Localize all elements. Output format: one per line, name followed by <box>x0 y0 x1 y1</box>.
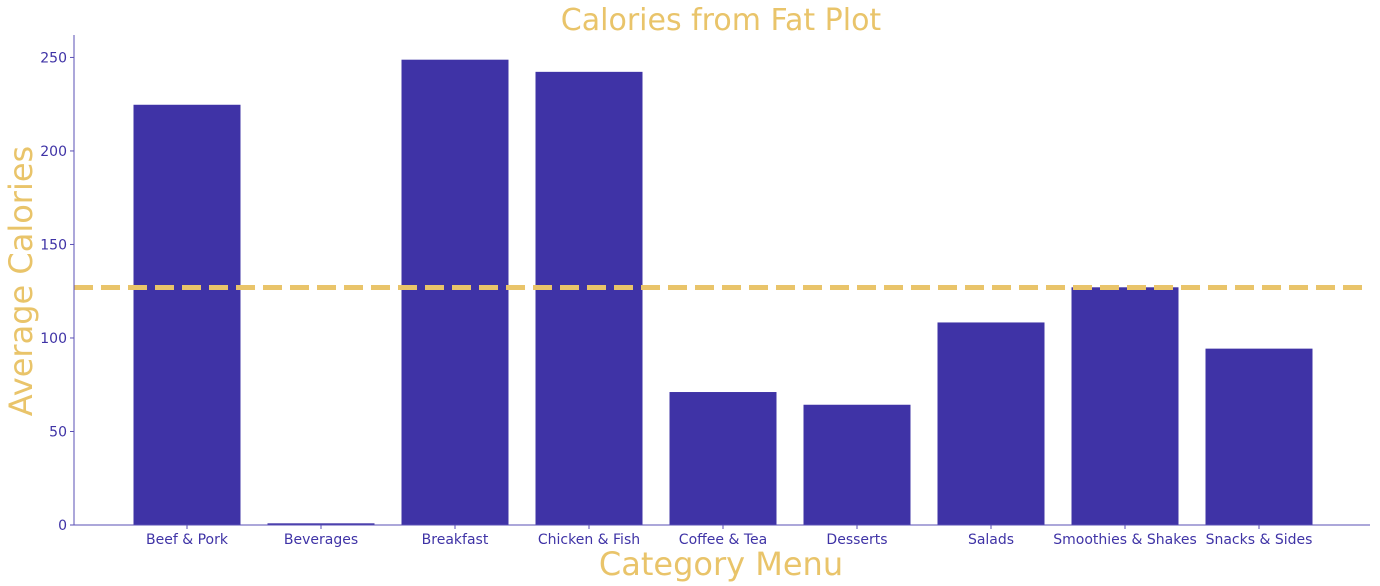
chart-title: Calories from Fat Plot <box>561 3 882 38</box>
x-axis-title: Category Menu <box>599 545 843 583</box>
bar-1 <box>267 523 375 525</box>
x-tick-label: Breakfast <box>422 532 489 548</box>
x-tick-label: Desserts <box>826 532 887 548</box>
bars-layer <box>133 59 1313 526</box>
x-ticks-layer: Beef & Pork Beverages Breakfast Chicken & F… <box>146 525 1312 548</box>
bar-0 <box>133 104 241 525</box>
bar-7 <box>1071 287 1179 525</box>
x-tick-label: Snacks & Sides <box>1206 532 1313 548</box>
bar-3 <box>535 71 643 526</box>
y-tick-label: 100 <box>40 331 67 347</box>
y-ticks-layer: 0 50 100 150 200 250 <box>40 50 74 534</box>
y-tick-label: 200 <box>40 144 67 160</box>
y-tick-label: 50 <box>49 424 67 440</box>
bar-6 <box>937 322 1045 525</box>
x-tick-label: Beverages <box>284 532 358 548</box>
y-tick-label: 150 <box>40 237 67 253</box>
bar-2 <box>401 59 509 526</box>
x-tick-label: Beef & Pork <box>146 532 229 548</box>
bar-5 <box>803 404 911 525</box>
x-tick-label: Smoothies & Shakes <box>1053 532 1197 548</box>
y-tick-label: 0 <box>58 518 67 534</box>
x-tick-label: Coffee & Tea <box>679 532 767 548</box>
x-tick-label: Chicken & Fish <box>538 532 640 548</box>
y-axis-title: Average Calories <box>2 146 40 416</box>
x-tick-label: Salads <box>968 532 1014 548</box>
bar-8 <box>1205 348 1313 525</box>
y-tick-label: 250 <box>40 50 67 66</box>
bar-4 <box>669 392 777 525</box>
